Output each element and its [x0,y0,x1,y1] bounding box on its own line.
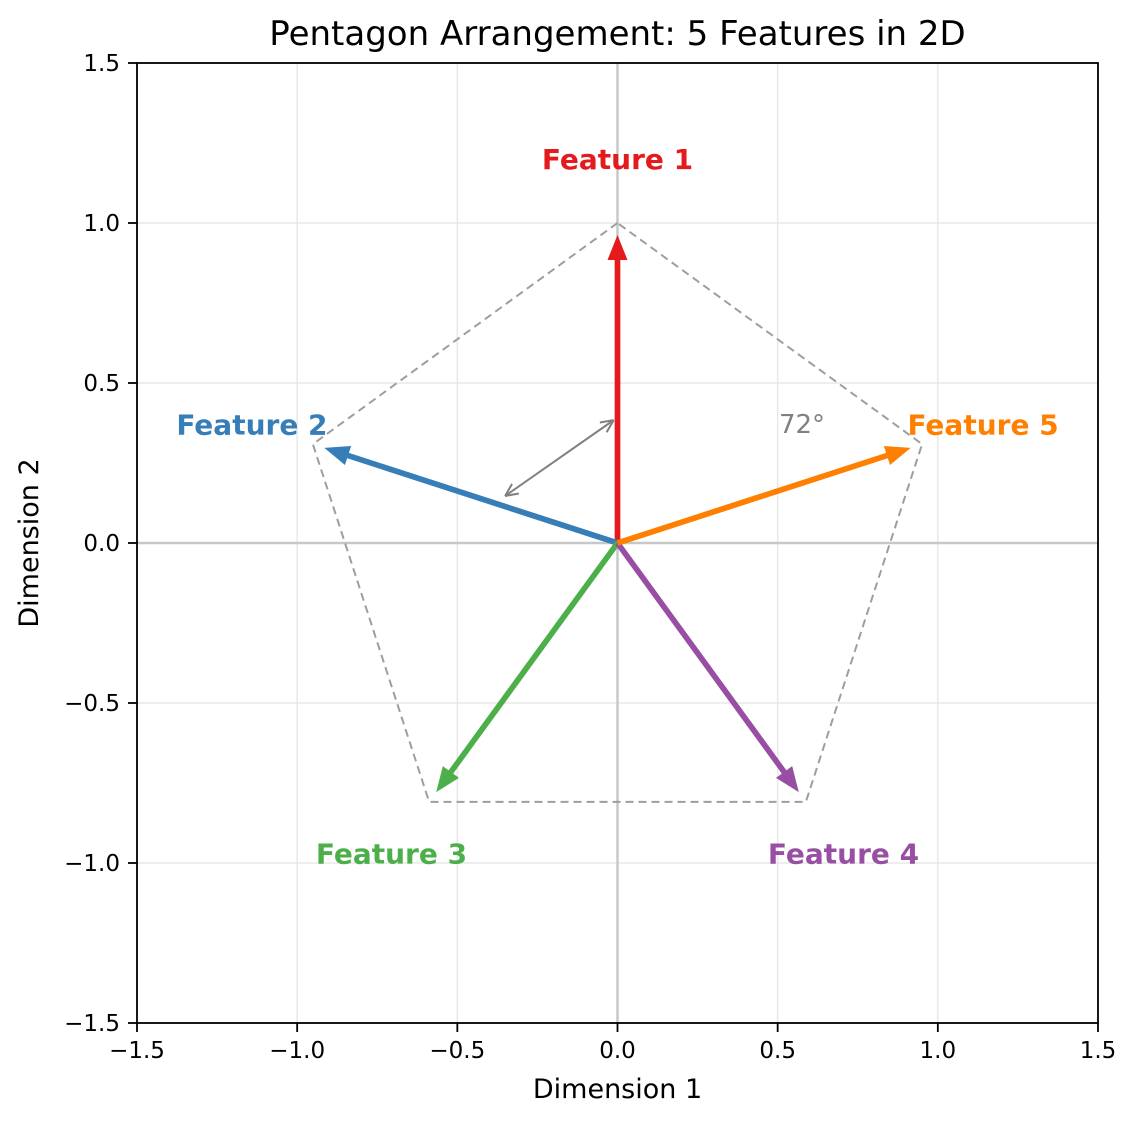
feature-vector-shaft [615,541,788,776]
y-tick-label: −0.5 [64,691,120,717]
feature-vector-shaft [345,452,619,546]
x-tick-label: 0.5 [759,1038,796,1064]
y-tick-label: 1.5 [83,51,120,77]
feature-vector-arrowhead [607,235,628,260]
x-tick-label: −1.0 [269,1038,325,1064]
angle-annotation-text: 72° [779,410,825,440]
feature-vector-arrowhead [776,766,799,793]
angle-arrow-head [599,419,614,424]
y-tick-label: −1.0 [64,851,120,877]
y-axis-label: Dimension 2 [14,458,45,627]
x-tick-label: 1.5 [1080,1038,1117,1064]
angle-arrow-head [605,419,615,433]
feature-label: Feature 4 [768,838,919,871]
x-axis-label: Dimension 1 [533,1074,702,1105]
angle-arrow-head [504,483,513,497]
feature-vector-arrowhead [324,446,352,466]
angle-arrow-head [504,492,520,497]
feature-labels-layer: Feature 1 Feature 2 Feature 3 Feature 4 Feat… [176,143,1058,871]
x-tick-label: 1.0 [920,1038,957,1064]
feature-label: Feature 3 [316,838,467,871]
feature-vector-shaft [447,541,620,776]
angle-annotation-layer [504,419,615,497]
feature-label: Feature 1 [542,143,693,176]
feature-vector-shaft [616,452,890,546]
chart-title: Pentagon Arrangement: 5 Features in 2D [269,14,965,54]
axes-spines-ticks-layer: −1.5 −1.0 −0.5 0.0 0.5 1.0 1.5 −1.5 −1.0 −0.5 0.0 0… [64,51,1116,1064]
y-tick-label: −1.5 [64,1011,120,1037]
angle-arrow-shaft [504,419,615,497]
x-tick-label: −0.5 [429,1038,485,1064]
x-tick-label: 0.0 [599,1038,636,1064]
feature-vector-arrowhead [436,766,459,793]
x-tick-label: −1.5 [109,1038,165,1064]
pentagon-outline-layer [311,221,924,803]
feature-vectors-layer [324,235,911,793]
y-tick-label: 0.5 [83,371,120,397]
y-tick-label: 0.0 [83,531,120,557]
feature-label: Feature 2 [176,408,327,441]
feature-vector-arrowhead [883,446,911,466]
feature-label: Feature 5 [907,408,1058,441]
y-tick-label: 1.0 [83,211,120,237]
pentagon-outline [311,221,924,803]
